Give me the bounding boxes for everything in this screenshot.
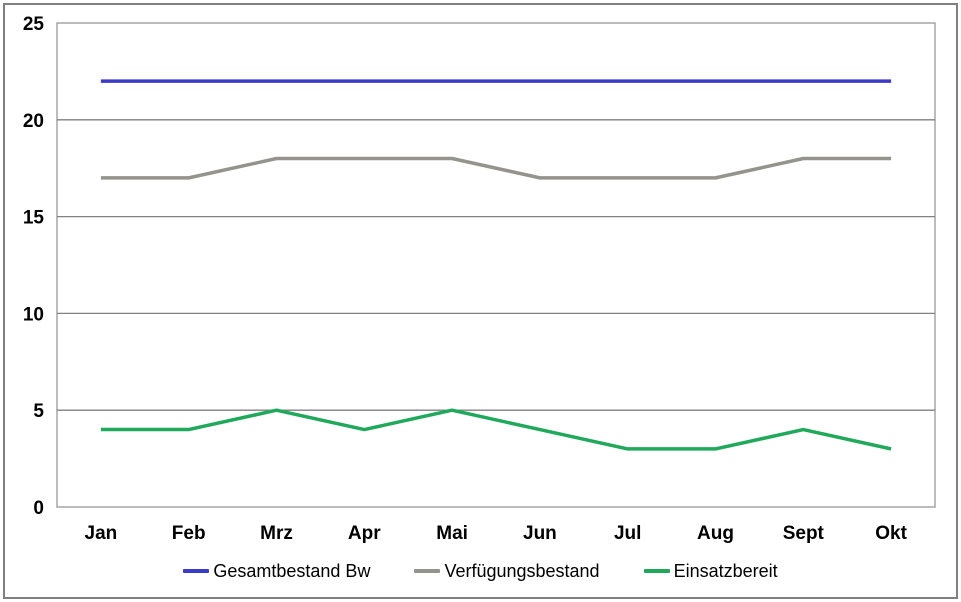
y-tick-label-10: 10 — [23, 304, 44, 325]
x-tick-label-okt: Okt — [875, 523, 907, 544]
legend-label-einsatzbereit: Einsatzbereit — [673, 560, 778, 581]
y-tick-label-20: 20 — [23, 111, 44, 132]
legend-item-einsatzbereit: Einsatzbereit — [643, 560, 778, 582]
plot-area-border — [56, 22, 936, 508]
legend-label-verfuegungsbestand: Verfügungsbestand — [444, 560, 600, 581]
x-tick-label-mrz: Mrz — [260, 523, 293, 544]
x-tick-label-apr: Apr — [348, 523, 381, 544]
x-tick-label-sept: Sept — [783, 523, 825, 544]
x-tick-label-feb: Feb — [172, 523, 206, 544]
legend-line-swatch-green — [643, 569, 670, 573]
legend-item-verfuegungsbestand: Verfügungsbestand — [414, 560, 600, 582]
x-tick-label-aug: Aug — [697, 523, 734, 544]
x-tick-label-jun: Jun — [523, 523, 557, 544]
legend-item-gesamtbestand-bw: Gesamtbestand Bw — [183, 561, 370, 582]
x-tick-label-jul: Jul — [614, 523, 641, 544]
legend-line-swatch-blue — [183, 569, 210, 573]
y-tick-label-5: 5 — [33, 401, 44, 422]
y-tick-label-25: 25 — [23, 14, 45, 35]
x-tick-label-jan: Jan — [85, 523, 118, 544]
y-tick-label-15: 15 — [23, 208, 45, 229]
legend-line-swatch-gray — [414, 569, 441, 573]
legend-label-gesamtbestand-bw: Gesamtbestand Bw — [213, 560, 371, 581]
chart-frame — [3, 3, 958, 599]
series-line-einsatzbereit — [100, 408, 892, 451]
series-line-verf-gungsbestand — [100, 156, 892, 180]
x-tick-label-mai: Mai — [436, 523, 468, 544]
y-tick-label-0: 0 — [33, 498, 44, 519]
chart-legend: Gesamtbestand Bw Verfügungsbestand Einsa… — [0, 556, 961, 586]
